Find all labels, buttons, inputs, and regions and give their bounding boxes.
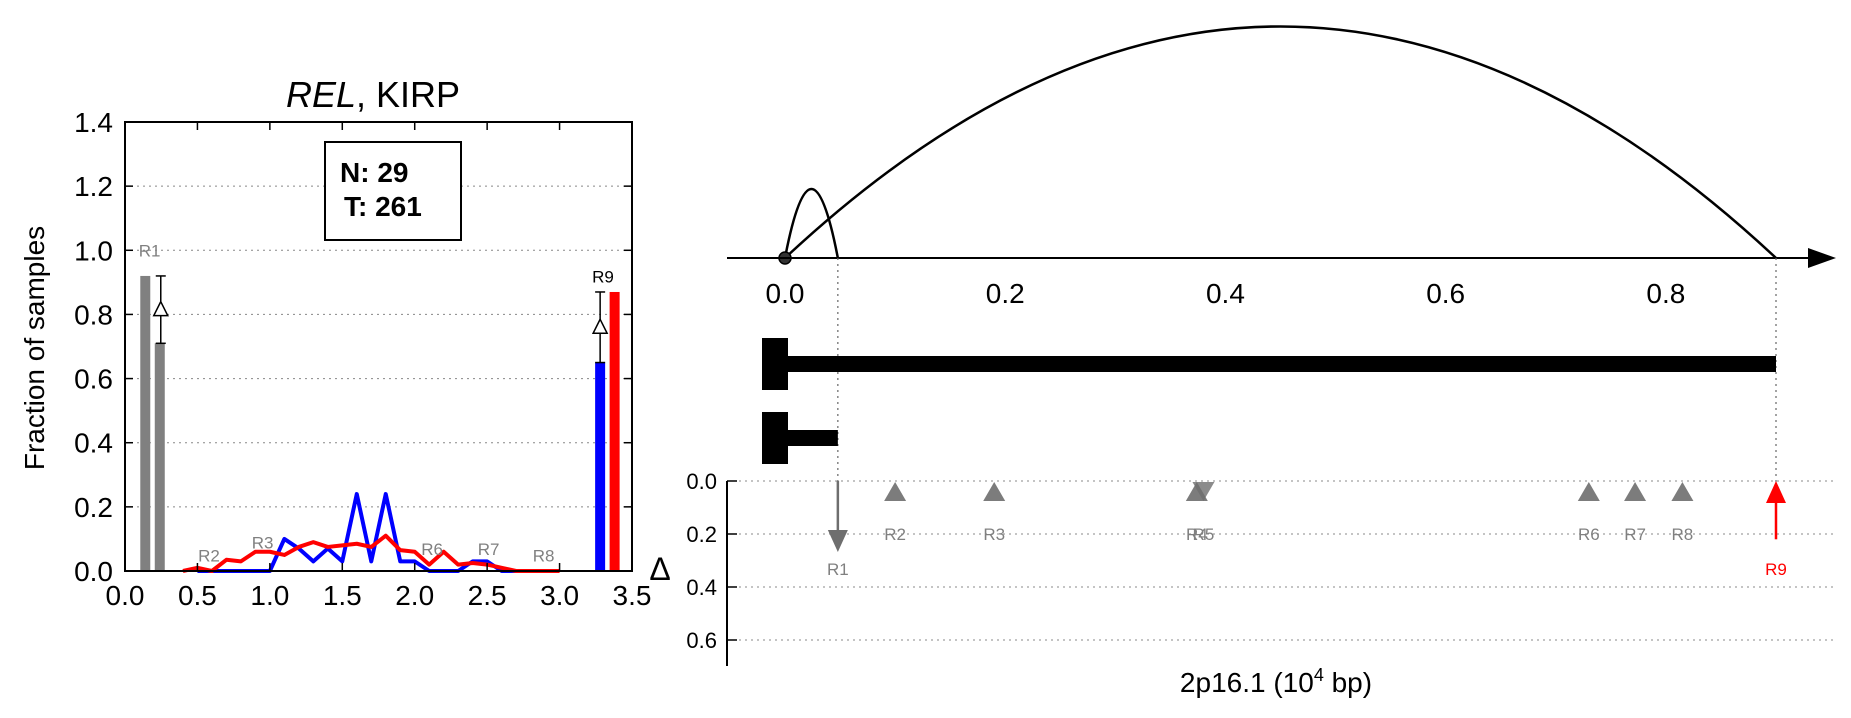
transcript-start-block: [762, 338, 788, 390]
series-line-normal: [197, 492, 546, 573]
splice-arc: [783, 188, 840, 259]
transcripts: [762, 338, 1776, 464]
region-label: R3: [252, 534, 274, 553]
stats-box: N: 29 T: 261: [324, 141, 462, 241]
region-triangle: [1192, 482, 1215, 501]
delta-markers: [152, 275, 609, 364]
title-gene: REL: [286, 74, 356, 115]
x-tick-label: 0.8: [1646, 278, 1685, 309]
delta-triangle: [591, 317, 609, 335]
x-tick-label: 1.5: [323, 580, 362, 611]
delta-tick-label: 0.4: [686, 575, 717, 600]
region-arrow-head: [1766, 481, 1786, 503]
region-label: R4: [1186, 525, 1208, 544]
y-tick-labels: 0.0 0.2 0.4 0.6 0.8 1.0 1.2 1.4: [74, 107, 632, 587]
region-label: R3: [983, 525, 1005, 544]
splice-arcs: [778, 25, 1777, 265]
region-triangle: [983, 482, 1006, 501]
x-tick-label: 2.5: [468, 580, 507, 611]
chart-title: REL, KIRP: [286, 74, 460, 115]
series-line-tumor: [182, 533, 560, 573]
region-label: R2: [198, 546, 220, 565]
plot-frame: [124, 121, 633, 572]
x-axis-label: 2p16.1 (104 bp): [1180, 665, 1372, 698]
x-tick-label: 0.6: [1426, 278, 1465, 309]
y-tick-label: 1.4: [74, 107, 113, 138]
bar: [140, 275, 151, 571]
y-tick-label: 1.2: [74, 171, 113, 202]
region-label: R8: [1672, 525, 1694, 544]
delta-tick-label: 0.0: [686, 469, 717, 494]
region-label: R6: [1578, 525, 1600, 544]
x-tick-label: 2.0: [395, 580, 434, 611]
y-tick-label: 0.0: [74, 556, 113, 587]
delta-tick-label: 0.6: [686, 628, 717, 653]
guide-lines: [837, 258, 1777, 500]
region-triangle: [1624, 482, 1647, 501]
bar: [595, 362, 606, 571]
region-label: R7: [1624, 525, 1646, 544]
region-label: R6: [421, 540, 443, 559]
transcript-body: [788, 356, 1776, 372]
region-label: R1: [827, 560, 849, 579]
transcript-body: [788, 430, 838, 446]
region-label: R9: [1765, 560, 1787, 579]
region-arrow-head: [827, 530, 848, 552]
title-rest: , KIRP: [356, 74, 460, 115]
region-triangle: [1577, 482, 1600, 501]
x-tick-label: 0.5: [178, 580, 217, 611]
axis-arrowhead: [1808, 248, 1836, 268]
y-tick-label: 0.4: [74, 428, 113, 459]
region-label: R2: [884, 525, 906, 544]
x-tick-label: 0.4: [1206, 278, 1245, 309]
line-series: [182, 492, 560, 573]
delta-panel: 0.0 0.2 0.4 0.6: [686, 469, 1836, 666]
y-axis-label: Fraction of samples: [19, 226, 50, 470]
x-tick-label: 3.5: [613, 580, 652, 611]
y-tick-label: 0.6: [74, 364, 113, 395]
region-triangle: [884, 482, 907, 501]
region-label: R5: [1193, 525, 1215, 544]
region-labels: R1 R2 R3 R6 R7 R8 R9: [139, 242, 614, 566]
splice-arc: [784, 25, 1777, 259]
x-tick-label: 3.0: [540, 580, 579, 611]
region-label: R9: [592, 267, 614, 286]
x-tick-label: 0.2: [986, 278, 1025, 309]
delta-axis-label: Δ: [649, 551, 670, 587]
region-triangle: [1671, 482, 1694, 501]
region-label: R8: [533, 546, 555, 565]
region-label: R1: [139, 242, 161, 261]
x-tick-label: 0.0: [106, 580, 145, 611]
y-tick-label: 1.0: [74, 235, 113, 266]
x-tick-label: 1.0: [250, 580, 289, 611]
genomic-axis: 0.0 0.2 0.4 0.6 0.8: [727, 248, 1836, 309]
stats-t: T: 261: [344, 191, 422, 222]
bar: [154, 343, 165, 571]
delta-triangle: [152, 299, 169, 317]
y-tick-label: 0.2: [74, 492, 113, 523]
delta-tick-label: 0.2: [686, 522, 717, 547]
stats-n: N: 29: [340, 157, 408, 188]
x-tick-label: 0.0: [766, 278, 805, 309]
region-label: R7: [478, 540, 500, 559]
x-tick-labels: 0.0 0.5 1.0 1.5 2.0 2.5 3.0 3.5: [106, 122, 652, 611]
transcript-start-block: [762, 412, 788, 464]
y-tick-label: 0.8: [74, 299, 113, 330]
bar-series: [140, 275, 620, 571]
bar: [609, 291, 620, 571]
